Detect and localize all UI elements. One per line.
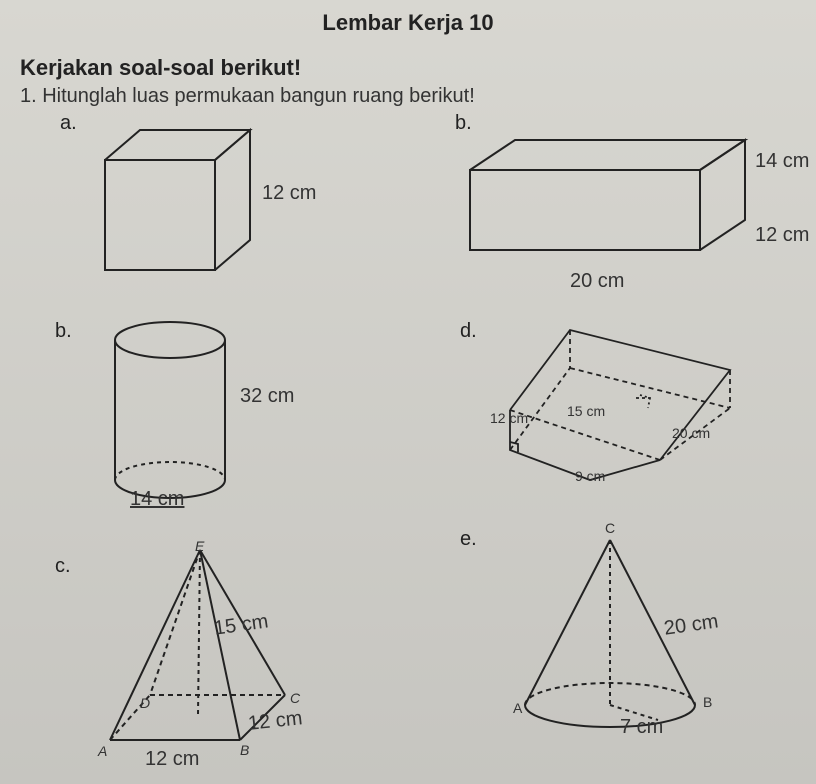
label-a: a. xyxy=(60,112,77,135)
pyramid-A: A xyxy=(98,743,107,759)
cuboid-icon xyxy=(460,130,760,270)
label-d: d. xyxy=(460,320,477,343)
cube-icon xyxy=(95,120,285,280)
cuboid-depth: 14 cm xyxy=(755,150,809,173)
prism-15: 15 cm xyxy=(567,403,605,419)
prism-20: 20 cm xyxy=(672,425,710,441)
cuboid-height: 12 cm xyxy=(755,224,809,247)
cube-side-label: 12 cm xyxy=(262,182,316,205)
pyramid-D: D xyxy=(140,695,150,711)
label-c: c. xyxy=(55,555,71,578)
cone-A: A xyxy=(513,700,522,716)
cone-B: B xyxy=(703,694,712,710)
cylinder-height: 32 cm xyxy=(240,385,294,408)
prism-icon xyxy=(490,320,750,490)
pyramid-E: E xyxy=(195,538,204,554)
cylinder-diameter: 14 cm xyxy=(130,488,184,511)
cuboid-length: 20 cm xyxy=(570,270,624,293)
worksheet-page: Lembar Kerja 10 Kerjakan soal-soal berik… xyxy=(0,0,816,784)
pyramid-C: C xyxy=(290,690,300,706)
prism-9: 9 cm xyxy=(575,468,605,484)
prism-12: 12 cm xyxy=(490,410,528,426)
label-b-cyl: b. xyxy=(55,320,72,343)
question-1: 1. Hitunglah luas permukaan bangun ruang… xyxy=(20,85,475,108)
page-title: Lembar Kerja 10 xyxy=(0,10,816,36)
cone-C: C xyxy=(605,520,615,536)
pyramid-base: 12 cm xyxy=(145,748,199,771)
instruction: Kerjakan soal-soal berikut! xyxy=(20,55,301,81)
cylinder-icon xyxy=(100,320,260,510)
label-e: e. xyxy=(460,528,477,551)
pyramid-B: B xyxy=(240,742,249,758)
cone-radius: 7 cm xyxy=(620,716,663,739)
